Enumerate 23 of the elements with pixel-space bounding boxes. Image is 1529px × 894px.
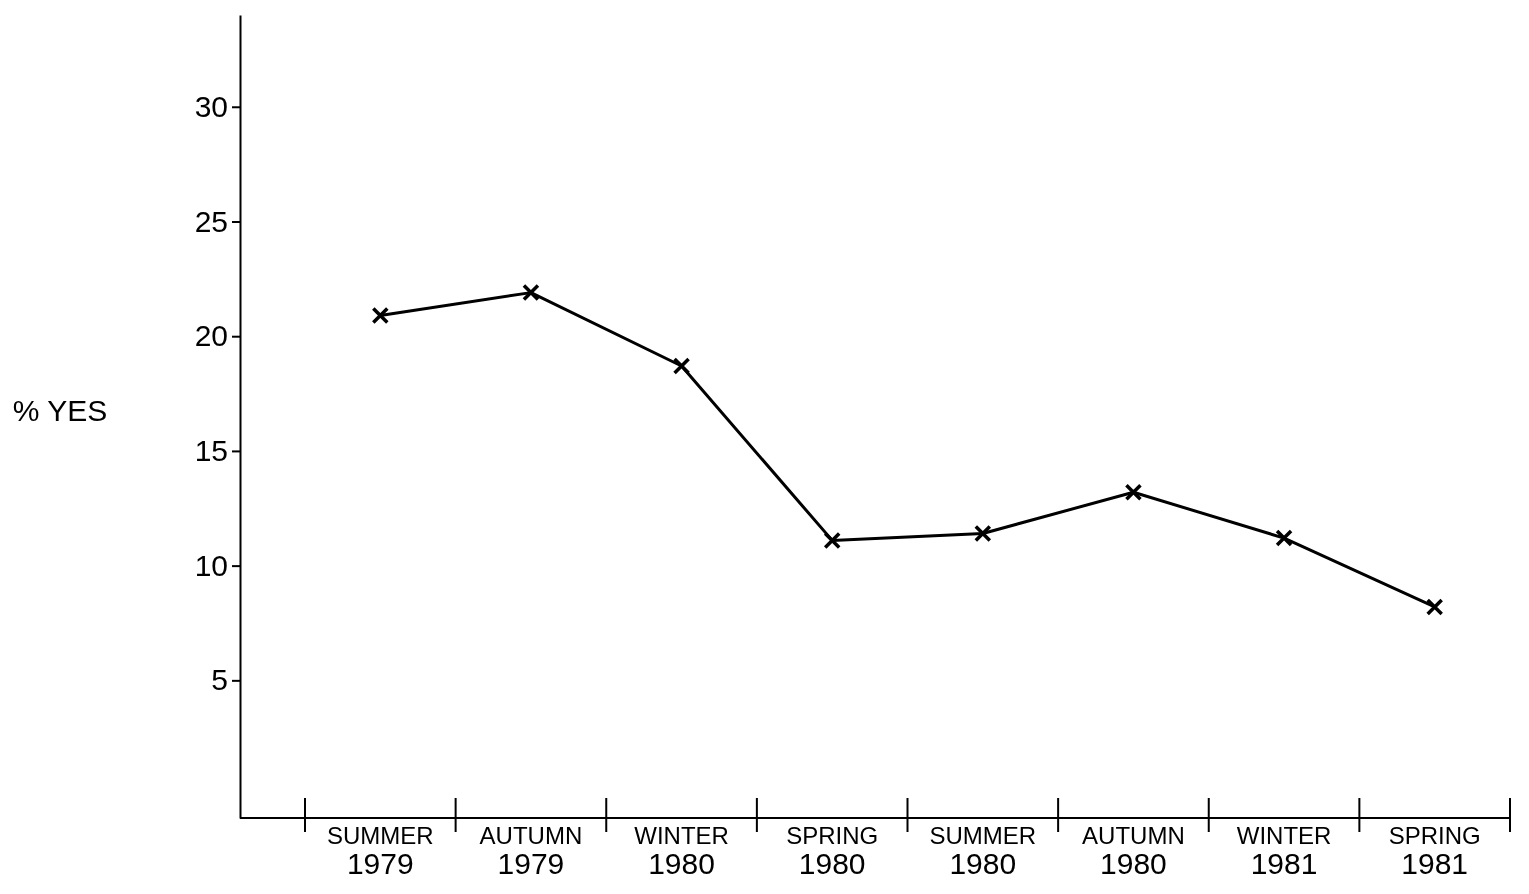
point xyxy=(1124,483,1143,501)
point xyxy=(823,531,841,550)
y-tick-label: 5 xyxy=(211,663,228,697)
x-tick-label: SPRING 1981 xyxy=(1388,822,1481,880)
y-tick-label: 10 xyxy=(194,548,228,582)
point xyxy=(522,283,540,302)
x-tick-label: AUTUMN 1979 xyxy=(479,822,583,880)
y-tick-label: 15 xyxy=(194,434,228,468)
point xyxy=(371,306,390,325)
x-tick-label: WINTER 1980 xyxy=(634,822,729,880)
point xyxy=(672,357,691,375)
point xyxy=(1425,598,1444,616)
x-tick-label: SPRING 1980 xyxy=(786,822,879,880)
x-tick-label: AUTUMN 1980 xyxy=(1082,822,1185,880)
x-tick-label: SUMMER 1979 xyxy=(326,822,434,880)
y-tick-label: 25 xyxy=(194,204,228,238)
y-axis-title: % YES xyxy=(12,393,108,427)
x-tick-label: SUMMER 1980 xyxy=(929,822,1037,880)
y-tick-label: 20 xyxy=(194,319,228,353)
point xyxy=(974,524,992,543)
y-tick-label: 30 xyxy=(194,89,228,123)
x-tick-label: WINTER 1981 xyxy=(1236,822,1332,880)
point xyxy=(1275,529,1293,547)
